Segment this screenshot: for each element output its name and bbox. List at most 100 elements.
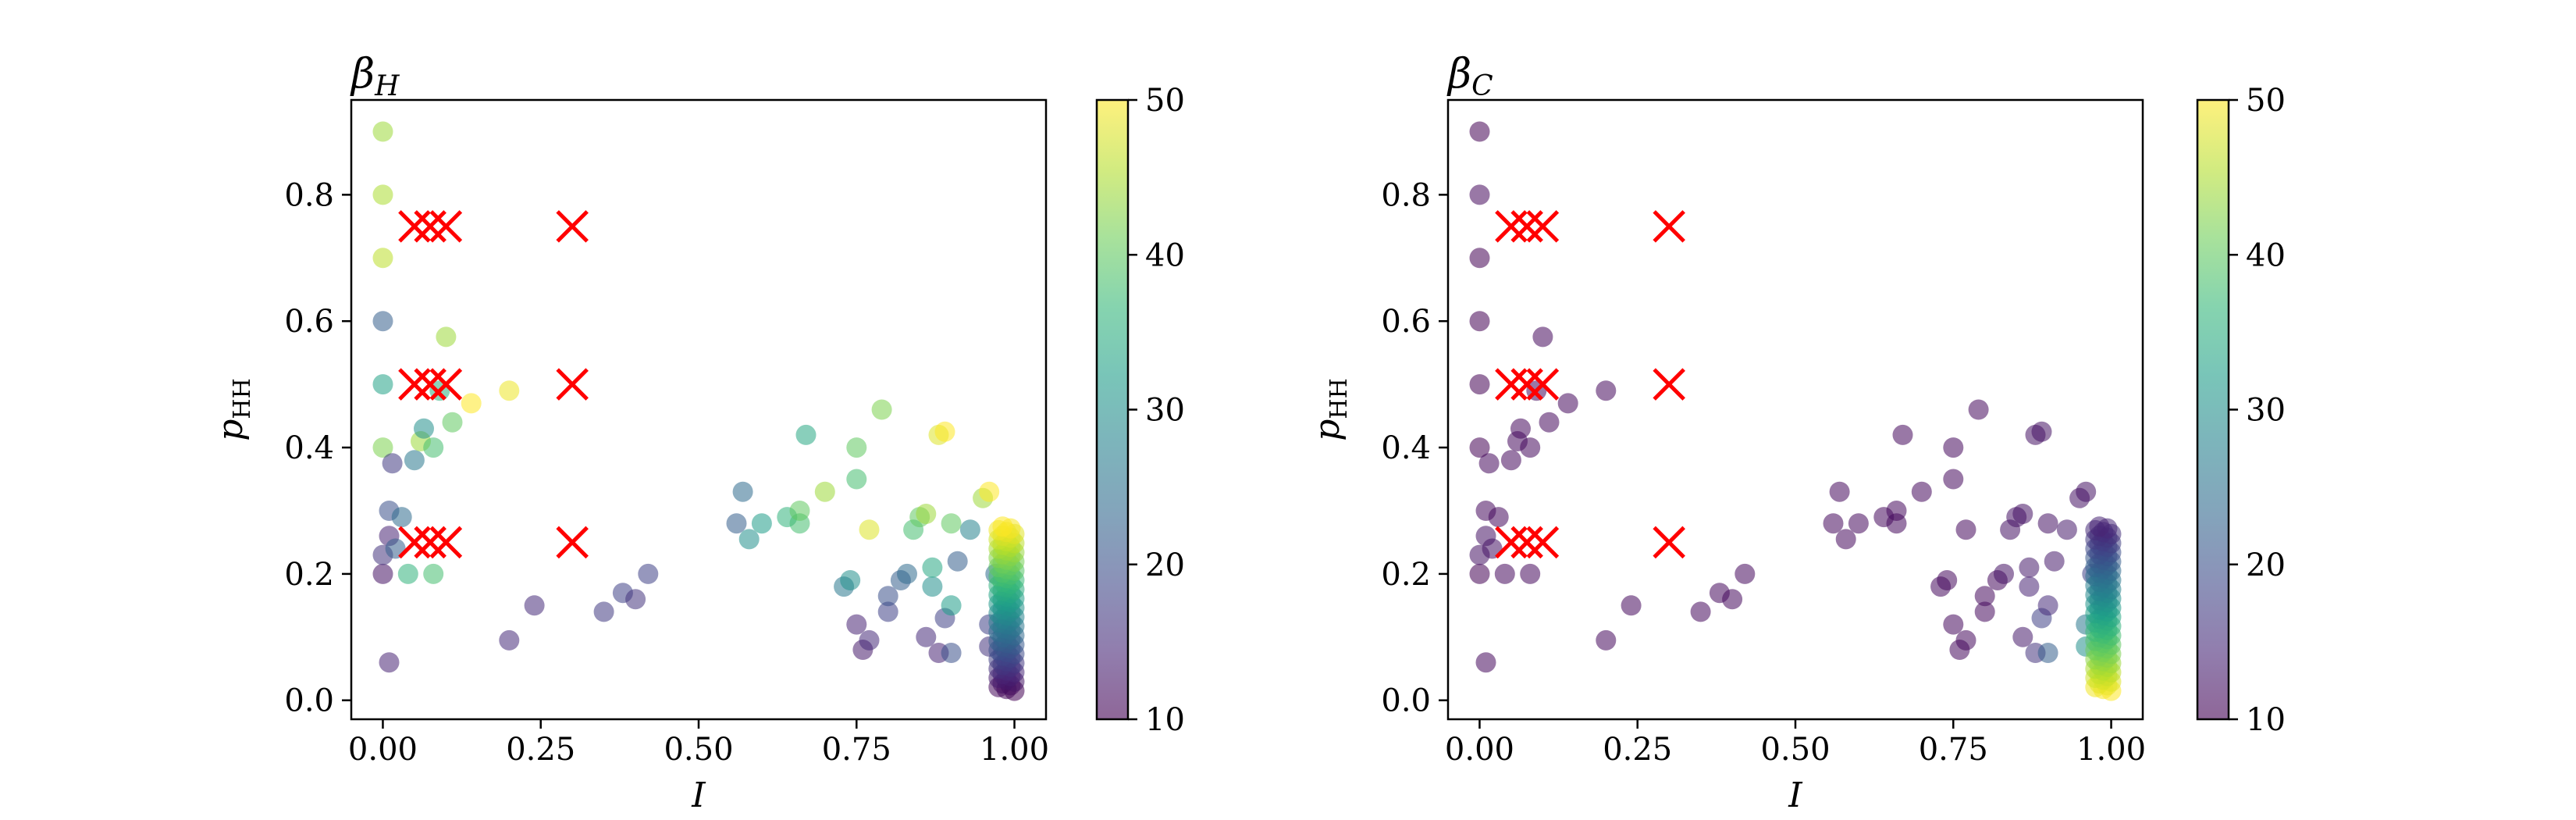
x-marker — [414, 210, 447, 243]
chart-panel-0: 0.00 0.25 0.50 0.75 1.00 0.0 0.2 0.4 0.6 0.8 βH IpH… — [211, 51, 1185, 815]
scatter-point — [1722, 589, 1743, 610]
scatter-point — [1469, 248, 1490, 269]
scatter-point — [524, 595, 545, 616]
scatter-point — [442, 412, 463, 433]
scatter-point — [941, 513, 962, 534]
x-tick-label: 0.75 — [1919, 732, 1988, 768]
scatter-point — [379, 652, 400, 673]
scatter-point — [1469, 563, 1490, 584]
colorbar-tick-label: 40 — [1145, 237, 1185, 273]
x-marker-stroke — [414, 526, 447, 559]
colorbar-tick-label: 50 — [2246, 83, 2286, 119]
scatter-point — [1943, 469, 1964, 490]
scatter-point — [1955, 519, 1976, 540]
plot-area — [372, 121, 1025, 701]
scatter-point — [2037, 513, 2058, 534]
colorbar: 10 20 30 40 50 — [1095, 83, 1185, 738]
y-tick-label: 0.6 — [1381, 304, 1431, 340]
x-marker — [556, 526, 589, 559]
x-marker-stroke — [398, 210, 431, 243]
colorbar-tick-label: 30 — [1145, 393, 1185, 429]
scatter-point — [934, 421, 955, 442]
scatter-point — [877, 601, 898, 622]
x-marker — [556, 210, 589, 243]
x-tick-label: 0.00 — [1445, 732, 1514, 768]
x-marker — [429, 368, 463, 401]
scatter-point — [979, 481, 1000, 502]
x-marker — [414, 368, 447, 401]
x-tick-label: 0.50 — [664, 732, 733, 768]
scatter-point — [1478, 453, 1500, 474]
scatter-point — [1943, 614, 1964, 635]
y-tick-label: 0.0 — [1381, 683, 1431, 719]
x-marker-stroke — [398, 526, 431, 559]
x-marker — [1526, 368, 1560, 401]
scatter-point — [814, 481, 835, 502]
x-marker-stroke — [1510, 368, 1543, 401]
scatter-point — [2019, 576, 2040, 597]
x-marker — [1653, 368, 1685, 401]
scatter-point — [2031, 421, 2052, 442]
y-tick-label: 0.8 — [1381, 177, 1431, 213]
scatter-point — [1596, 629, 1617, 651]
scatter-point — [738, 529, 760, 550]
x-marker-stroke — [429, 210, 463, 243]
scatter-point — [625, 589, 646, 610]
scatter-point — [916, 626, 937, 647]
scatter-point — [414, 418, 434, 439]
x-tick-label: 1.00 — [980, 732, 1049, 768]
scatter-point — [372, 563, 393, 584]
colorbar: 10 20 30 40 50 — [2196, 83, 2286, 738]
x-marker-stroke — [556, 210, 589, 243]
y-tick-label: 0.8 — [284, 177, 334, 213]
scatter-point — [1994, 563, 2014, 584]
x-tick-label: 1.00 — [2076, 732, 2146, 768]
scatter-point — [382, 453, 403, 474]
scatter-point — [372, 311, 393, 332]
x-marker-stroke — [1526, 210, 1560, 243]
scatter-point — [751, 513, 772, 534]
scatter-point — [372, 374, 393, 395]
x-marker-stroke — [1653, 526, 1685, 559]
scatter-point — [1469, 374, 1490, 395]
cluster-point — [2089, 516, 2110, 537]
y-tick-label: 0.6 — [284, 304, 334, 340]
scatter-point — [922, 576, 943, 597]
scatter-point — [397, 563, 418, 584]
x-marker-stroke — [1495, 526, 1528, 559]
x-marker-stroke — [1495, 368, 1528, 401]
scatter-point — [2012, 504, 2033, 524]
scatter-point — [846, 614, 867, 635]
scatter-point — [859, 519, 880, 540]
scatter-point — [372, 248, 393, 269]
y-tick-label: 0.0 — [284, 683, 334, 719]
scatter-point — [499, 380, 520, 401]
colorbar-tick-label: 20 — [1145, 547, 1185, 583]
x-marker — [398, 526, 431, 559]
scatter-point — [877, 586, 898, 607]
x-marker — [1653, 210, 1685, 243]
scatter-point — [2044, 551, 2065, 572]
scatter-point — [1690, 601, 1711, 622]
x-marker — [429, 210, 463, 243]
scatter-point — [726, 513, 747, 534]
x-marker — [1495, 210, 1528, 243]
scatter-point — [1848, 513, 1869, 534]
x-marker-stroke — [429, 526, 463, 559]
x-marker — [1653, 526, 1685, 559]
colorbar-tick-label: 40 — [2246, 237, 2286, 273]
x-marker — [1495, 526, 1528, 559]
scatter-point — [916, 504, 937, 524]
scatter-point — [732, 481, 753, 502]
x-tick-label: 0.50 — [1760, 732, 1830, 768]
x-marker — [1510, 526, 1543, 559]
scatter-point — [859, 629, 880, 651]
scatter-point — [461, 393, 482, 414]
scatter-point — [1494, 563, 1515, 584]
scatter-point — [499, 629, 520, 651]
scatter-point — [1510, 418, 1531, 439]
scatter-point — [1475, 652, 1496, 673]
scatter-point — [2019, 557, 2040, 578]
scatter-point — [1968, 399, 1989, 420]
